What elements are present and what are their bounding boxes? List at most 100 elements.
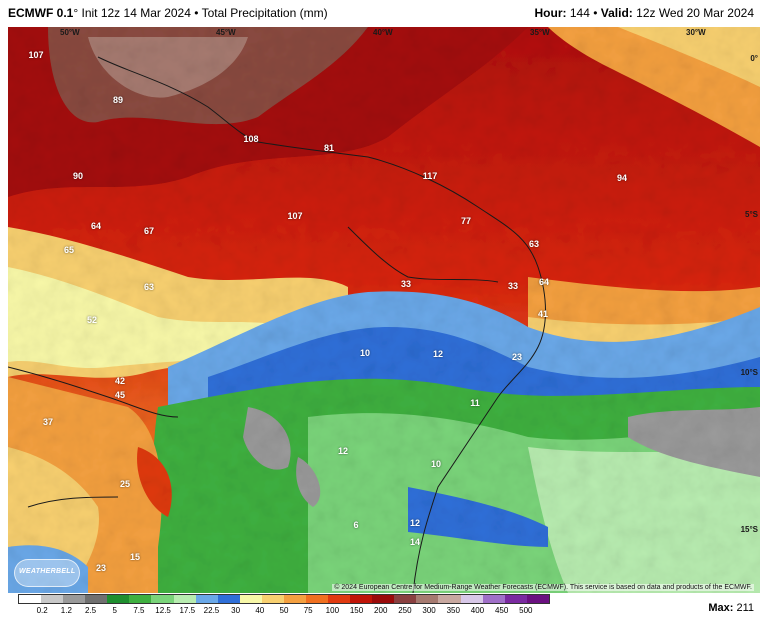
precip-value-label: 11	[470, 398, 480, 408]
precip-value-label: 6	[353, 520, 359, 530]
precip-value-label: 45	[114, 390, 126, 400]
hour-value: 144	[569, 6, 590, 20]
legend-tick-label: 7.5	[133, 606, 145, 615]
legend-swatch	[195, 595, 218, 603]
precip-value-label: 33	[507, 281, 519, 291]
lon-label: 30°W	[686, 28, 706, 37]
header-bar: ECMWF 0.1° Init 12z 14 Mar 2024 • Total …	[0, 0, 768, 26]
legend-tick-label: 100	[325, 606, 340, 615]
legend-swatch	[151, 595, 174, 603]
separator-bullet: •	[194, 6, 199, 20]
legend-tick-label: 75	[303, 606, 313, 615]
legend-colorbar	[18, 594, 550, 604]
max-number: 211	[736, 602, 754, 614]
legend-swatch	[239, 595, 262, 603]
lon-label: 40°W	[373, 28, 393, 37]
legend-tick-label: 250	[398, 606, 412, 615]
legend-tick-label: 30	[231, 606, 241, 615]
precip-shading	[8, 27, 760, 593]
model-name: ECMWF 0.1	[8, 6, 74, 20]
legend-tick-label: 300	[422, 606, 436, 615]
legend-ticks: 0.2 1.2 2.5 5 7.5 12.5 17.5 22.5 30 40 50 75 100 150 2…	[18, 604, 550, 620]
precip-value-label: 33	[400, 279, 412, 289]
legend-swatch	[482, 595, 505, 603]
header-title: ECMWF 0.1° Init 12z 14 Mar 2024 • Total …	[8, 0, 328, 26]
legend-swatch	[526, 595, 549, 603]
legend-swatch	[438, 595, 461, 603]
legend-swatch	[129, 595, 152, 603]
color-legend: 0.2 1.2 2.5 5 7.5 12.5 17.5 22.5 30 40 50 75 100 150 2…	[18, 594, 550, 624]
legend-swatch	[394, 595, 417, 603]
precip-value-label: 77	[460, 216, 472, 226]
precip-value-label: 63	[143, 282, 155, 292]
legend-swatch	[107, 595, 130, 603]
precip-value-label: 15	[129, 552, 141, 562]
hour-label: Hour:	[534, 6, 567, 20]
weatherbell-logo: WEATHERBELL	[14, 559, 80, 587]
precip-value-label: 12	[432, 349, 444, 359]
product-name: Total Precipitation (mm)	[201, 6, 328, 20]
legend-tick-label: 50	[279, 606, 289, 615]
legend-tick-label: 12.5	[155, 606, 171, 615]
legend-swatch	[416, 595, 439, 603]
precip-value-label: 37	[42, 417, 54, 427]
legend-tick-label: 0.2	[36, 606, 48, 615]
precip-value-label: 108	[243, 134, 259, 144]
precip-value-label: 64	[538, 277, 550, 287]
precip-value-label: 94	[616, 173, 628, 183]
legend-tick-label: 450	[494, 606, 509, 615]
legend-swatch	[283, 595, 307, 603]
legend-tick-label: 400	[470, 606, 485, 615]
precip-value-label: 64	[90, 221, 102, 231]
legend-tick-label: 17.5	[179, 606, 196, 615]
precip-value-label: 117	[422, 171, 438, 181]
valid-value: 12z Wed 20 Mar 2024	[636, 6, 754, 20]
precip-value-label: 107	[287, 211, 303, 221]
legend-tick-label: 2.5	[84, 606, 97, 615]
legend-swatch	[504, 595, 527, 603]
legend-tick-label: 500	[519, 606, 533, 615]
legend-swatch	[306, 595, 329, 603]
lat-label: 10°S	[740, 368, 758, 377]
valid-label: Valid:	[600, 6, 633, 20]
lon-label: 50°W	[60, 28, 80, 37]
init-time: Init 12z 14 Mar 2024	[78, 6, 191, 20]
precip-value-label: 23	[95, 563, 107, 573]
precip-value-label: 14	[409, 537, 421, 547]
legend-tick-label: 40	[255, 606, 265, 615]
legend-tick-label: 350	[446, 606, 460, 615]
precip-value-label: 65	[63, 245, 75, 255]
legend-swatch	[63, 595, 86, 603]
precip-value-label: 90	[72, 171, 84, 181]
legend-swatch	[217, 595, 240, 603]
legend-swatch	[460, 595, 483, 603]
legend-tick-label: 22.5	[203, 606, 220, 615]
legend-swatch	[350, 595, 373, 603]
copyright-notice: © 2024 European Centre for Medium-Range …	[332, 584, 754, 591]
lon-label: 45°W	[216, 28, 236, 37]
lat-label: 15°S	[740, 525, 758, 534]
precip-value-label: 52	[86, 315, 98, 325]
lat-label: 0°	[750, 54, 758, 63]
legend-swatch	[41, 595, 64, 603]
precip-value-label: 41	[537, 309, 549, 319]
precip-value-label: 67	[143, 226, 155, 236]
legend-swatch	[372, 595, 395, 603]
lon-label: 35°W	[530, 28, 550, 37]
legend-swatch	[19, 595, 42, 603]
precip-value-label: 25	[119, 479, 131, 489]
precipitation-map: 50°W 45°W 40°W 35°W 30°W 0° 5°S 10°S 15°…	[8, 27, 760, 593]
legend-swatch	[328, 595, 351, 603]
legend-tick-label: 200	[374, 606, 388, 615]
legend-swatch	[173, 595, 196, 603]
precip-value-label: 42	[114, 376, 126, 386]
lat-label: 5°S	[745, 210, 758, 219]
precip-value-label: 12	[337, 446, 349, 456]
header-valid: Hour: 144 • Valid: 12z Wed 20 Mar 2024	[535, 0, 754, 26]
legend-swatch	[85, 595, 108, 603]
max-value: Max: 211	[708, 602, 754, 614]
precip-value-label: 23	[511, 352, 523, 362]
legend-swatch	[261, 595, 284, 603]
separator-bullet-2: •	[593, 6, 598, 20]
coastline-lines	[8, 56, 546, 593]
